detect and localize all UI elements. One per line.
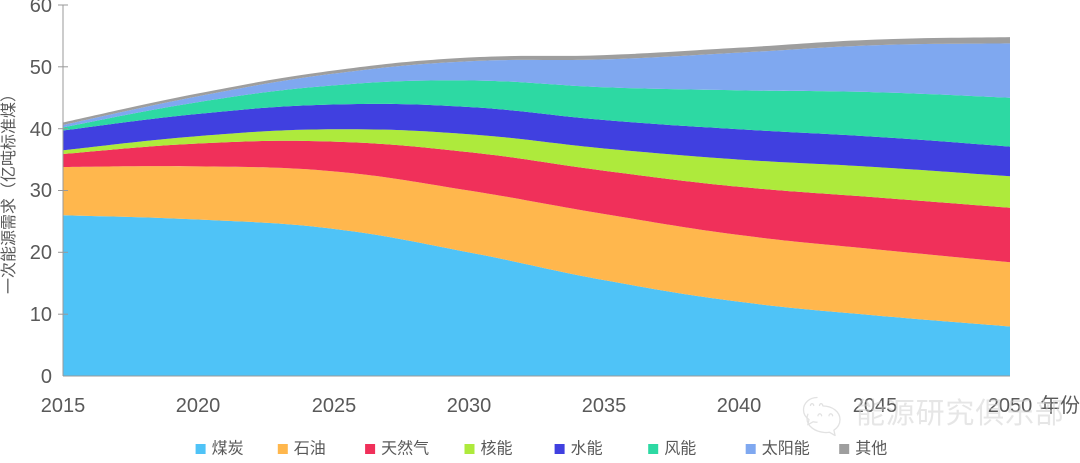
svg-text:石油: 石油 bbox=[294, 440, 326, 458]
svg-text:30: 30 bbox=[30, 180, 52, 202]
svg-text:煤炭: 煤炭 bbox=[212, 440, 244, 458]
svg-text:其他: 其他 bbox=[855, 440, 887, 458]
svg-text:2015: 2015 bbox=[41, 395, 86, 417]
svg-text:核能: 核能 bbox=[481, 440, 513, 458]
svg-text:20: 20 bbox=[30, 242, 52, 264]
svg-text:2040: 2040 bbox=[717, 395, 762, 417]
svg-text:天然气: 天然气 bbox=[381, 440, 429, 458]
svg-text:10: 10 bbox=[30, 304, 52, 326]
svg-text:0: 0 bbox=[41, 366, 52, 388]
svg-text:太阳能: 太阳能 bbox=[762, 440, 810, 458]
svg-text:2025: 2025 bbox=[312, 395, 357, 417]
svg-text:40: 40 bbox=[30, 119, 52, 141]
svg-text:风能: 风能 bbox=[664, 440, 696, 458]
svg-text:能源研究俱乐部: 能源研究俱乐部 bbox=[856, 397, 1065, 430]
svg-text:60: 60 bbox=[30, 0, 52, 17]
svg-text:50: 50 bbox=[30, 57, 52, 79]
svg-text:2035: 2035 bbox=[582, 395, 627, 417]
svg-text:水能: 水能 bbox=[571, 440, 603, 458]
svg-text:2030: 2030 bbox=[447, 395, 492, 417]
svg-text:2020: 2020 bbox=[176, 395, 221, 417]
svg-text:一次能源需求（亿吨标准煤）: 一次能源需求（亿吨标准煤） bbox=[0, 86, 18, 294]
